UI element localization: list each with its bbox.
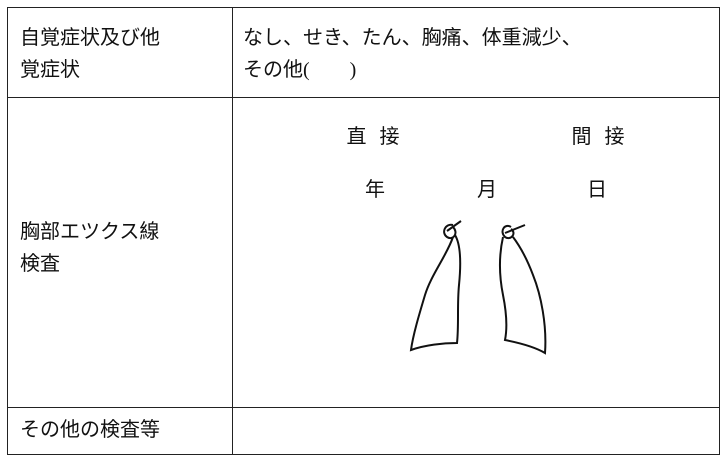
xray-type: 間 接 [571,126,629,148]
content-line: その他( ) [243,59,357,81]
label-line: 覚症状 [20,59,80,81]
xray-type: 直 接 [346,126,404,148]
row-label: その他の検査等 [20,414,160,446]
content-line: なし、せき、たん、胸痛、体重減少、 [243,27,582,49]
label-line: 胸部エツクス線 [20,221,160,243]
row-divider [7,97,720,98]
row-divider [7,407,720,408]
left-lung [409,220,462,352]
label-line: 自覚症状及び他 [20,27,160,49]
date-unit: 年 [365,179,385,201]
table-frame [7,7,720,455]
column-divider [232,7,233,455]
date-unit: 月 [477,179,497,201]
row-label: 自覚症状及び他 覚症状 [20,22,160,86]
label-line: その他の検査等 [20,419,160,441]
lung-drawing [409,220,547,355]
label-line: 検査 [20,253,60,275]
row-label: 胸部エツクス線 検査 [20,216,159,280]
right-lung [499,224,547,355]
date-unit: 日 [587,179,607,201]
symptoms: なし、せき、たん、胸痛、体重減少、 その他( ) [243,22,582,86]
